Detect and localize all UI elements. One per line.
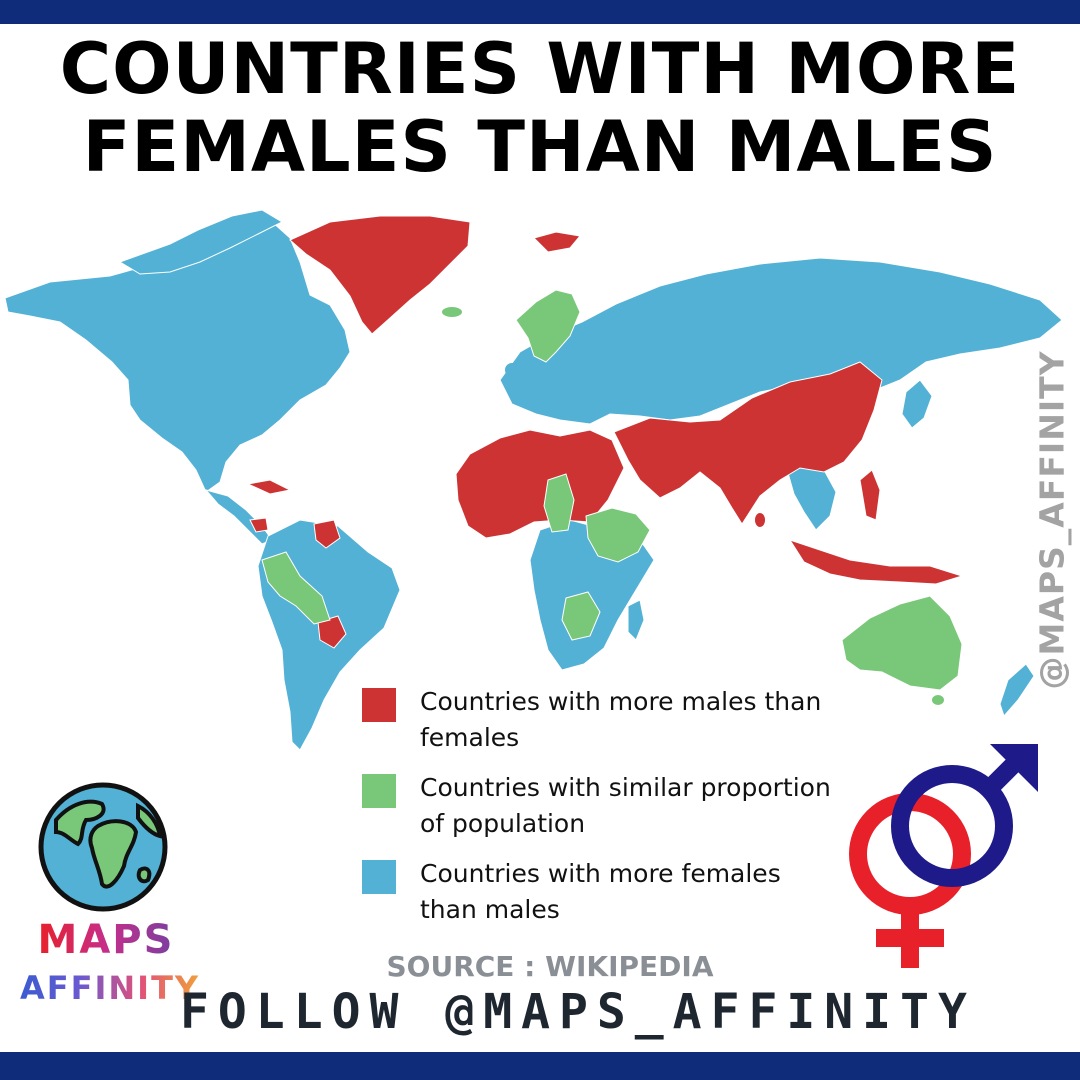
land-arctic-islands [118, 209, 284, 275]
legend-label: Countries with more females than males [420, 859, 781, 924]
land-middle-east-asia [613, 361, 883, 525]
land-guyana [313, 519, 341, 549]
land-costa-rica [249, 517, 269, 533]
land-uk [505, 363, 519, 377]
land-new-zealand [999, 663, 1035, 717]
follow-handle: FOLLOW @MAPS_AFFINITY [180, 984, 976, 1040]
land-chad [543, 473, 575, 533]
land-madagascar [627, 599, 645, 641]
land-philippines [859, 469, 881, 521]
land-indonesia [788, 539, 964, 585]
map-title: COUNTRIES WITH MORE FEMALES THAN MALES [0, 30, 1080, 186]
land-australia [841, 595, 963, 691]
land-tasmania [932, 695, 944, 705]
top-border-bar [0, 0, 1080, 24]
map-legend: Countries with more males than females C… [362, 684, 842, 942]
legend-label: Countries with similar proportion of pop… [420, 773, 831, 838]
source-credit: SOURCE : WIKIPEDIA [386, 950, 714, 983]
bottom-border-bar [0, 1052, 1080, 1080]
land-iceland [533, 231, 581, 253]
legend-swatch-red [362, 688, 396, 722]
legend-swatch-green [362, 774, 396, 808]
legend-label: Countries with more males than females [420, 687, 822, 752]
title-line-2: FEMALES THAN MALES [82, 106, 998, 188]
land-japan [901, 379, 933, 429]
gender-symbol-icon [849, 744, 1038, 968]
legend-item-more-males: Countries with more males than females [362, 684, 842, 770]
region-more-males [246, 215, 964, 649]
land-svalbard [442, 307, 462, 317]
land-paraguay [317, 615, 347, 649]
land-greenland [289, 215, 471, 335]
land-sri-lanka [755, 513, 765, 527]
legend-item-similar: Countries with similar proportion of pop… [362, 770, 842, 856]
globe-icon [38, 782, 168, 912]
land-central-america [204, 489, 273, 545]
logo-word-maps: MAPS [36, 918, 176, 962]
land-cuba [246, 479, 292, 495]
logo-maps-text: MAPS [37, 917, 175, 963]
land-east-africa [585, 507, 651, 563]
legend-item-more-females: Countries with more females than males [362, 856, 842, 942]
title-line-1: COUNTRIES WITH MORE [59, 28, 1021, 110]
logo-word-affinity: AFFINITY [20, 968, 198, 1008]
logo-affinity-text: AFFINITY [20, 969, 201, 1007]
region-similar [261, 289, 963, 691]
land-zambia [561, 591, 601, 641]
watermark-handle: @MAPS_AFFINITY [1032, 350, 1072, 690]
legend-swatch-blue [362, 860, 396, 894]
world-map [4, 209, 1063, 751]
land-scandinavia [515, 289, 581, 363]
land-peru-bolivia [261, 551, 331, 625]
land-eurasia [499, 257, 1063, 425]
